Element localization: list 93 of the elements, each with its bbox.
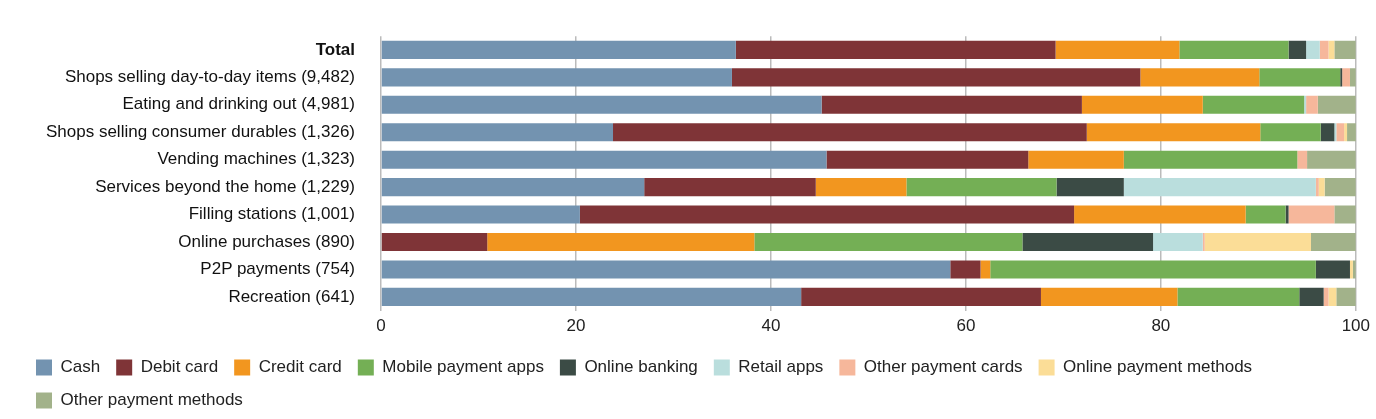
bar: [1315, 260, 1350, 279]
bar: [1336, 287, 1356, 306]
bar: [1347, 123, 1356, 142]
bar: [1153, 232, 1203, 252]
bar: [990, 260, 1316, 279]
bar: [1288, 40, 1307, 59]
legend-label: Retail apps: [738, 357, 824, 377]
bar: [815, 178, 907, 197]
bar: [1318, 178, 1325, 197]
legend-label: Debit card: [140, 357, 219, 377]
x-tick-label: 100: [1341, 316, 1371, 336]
bar: [1315, 178, 1319, 197]
y-tick-label: Services beyond the home (1,229): [95, 176, 355, 196]
bar: [381, 95, 822, 114]
bar: [826, 150, 1029, 169]
y-tick-label: Shops selling consumer durables (1,326): [45, 121, 355, 141]
bar: [613, 123, 1087, 142]
bar: [1306, 95, 1318, 114]
bar: [731, 68, 1141, 87]
bar: [1317, 95, 1356, 114]
bar: [1055, 40, 1180, 59]
bar: [754, 232, 1023, 252]
bar: [1344, 123, 1348, 142]
x-tick-label: 80: [1151, 316, 1171, 336]
bar: [381, 150, 827, 169]
y-tick-label: P2P payments (754): [200, 259, 355, 279]
y-tick-label: Total: [315, 39, 355, 59]
legend-label: Online payment methods: [1063, 357, 1253, 377]
bar: [1123, 178, 1316, 197]
bar: [381, 260, 951, 279]
bar: [801, 287, 1041, 306]
bar: [1297, 150, 1308, 169]
bar: [487, 232, 755, 252]
bar: [950, 260, 981, 279]
bar: [1245, 205, 1286, 224]
bar: [1320, 123, 1335, 142]
bar: [1288, 205, 1335, 224]
bar: [579, 205, 1075, 224]
bar: [1081, 95, 1203, 114]
bar: [821, 95, 1082, 114]
bar: [1323, 287, 1329, 306]
legend-label: Mobile payment apps: [382, 357, 544, 377]
bar: [1040, 287, 1178, 306]
y-tick-label: Vending machines (1,323): [157, 149, 355, 169]
bar: [1336, 123, 1345, 142]
bar: [1202, 95, 1305, 114]
y-tick-label: Eating and drinking out (4,981): [122, 94, 355, 114]
bar: [1260, 123, 1321, 142]
legend-label: Credit card: [258, 357, 342, 377]
bar: [381, 68, 732, 87]
bar: [1074, 205, 1246, 224]
legend-label: Other payment cards: [863, 357, 1023, 377]
bar: [381, 205, 580, 224]
y-tick-label: Recreation (641): [228, 286, 355, 306]
x-tick-label: 40: [761, 316, 781, 336]
bar: [1140, 68, 1260, 87]
bar: [1123, 150, 1298, 169]
bar: [381, 232, 488, 252]
legend-label: Cash: [60, 357, 101, 377]
bar: [644, 178, 816, 197]
bar: [735, 40, 1056, 59]
legend-label: Other payment methods: [60, 390, 243, 410]
bar: [1342, 68, 1350, 87]
y-tick-label: Filling stations (1,001): [188, 204, 355, 224]
bar: [1056, 178, 1124, 197]
x-tick-label: 20: [566, 316, 586, 336]
bar: [906, 178, 1057, 197]
bar: [1310, 232, 1356, 252]
bar: [1028, 150, 1124, 169]
x-tick-label: 60: [956, 316, 976, 336]
bar: [1204, 232, 1311, 252]
bar: [1334, 40, 1356, 59]
bar: [1177, 287, 1300, 306]
bar: [381, 40, 736, 59]
bar: [1299, 287, 1324, 306]
legend-label: Online banking: [584, 357, 698, 377]
bar: [1324, 178, 1356, 197]
bar: [381, 123, 614, 142]
bar: [1285, 205, 1289, 224]
bar: [1086, 123, 1261, 142]
bar: [1179, 40, 1289, 59]
bar: [381, 287, 802, 306]
y-tick-label: Shops selling day-to-day items (9,482): [64, 67, 355, 87]
bar: [1307, 150, 1356, 169]
x-tick-label: 0: [376, 316, 386, 336]
bar: [980, 260, 991, 279]
bar: [1259, 68, 1341, 87]
bar: [1022, 232, 1154, 252]
bar: [1319, 40, 1329, 59]
bar: [381, 178, 645, 197]
bar: [1334, 205, 1356, 224]
y-tick-label: Online purchases (890): [178, 231, 355, 251]
bar: [1306, 40, 1320, 59]
